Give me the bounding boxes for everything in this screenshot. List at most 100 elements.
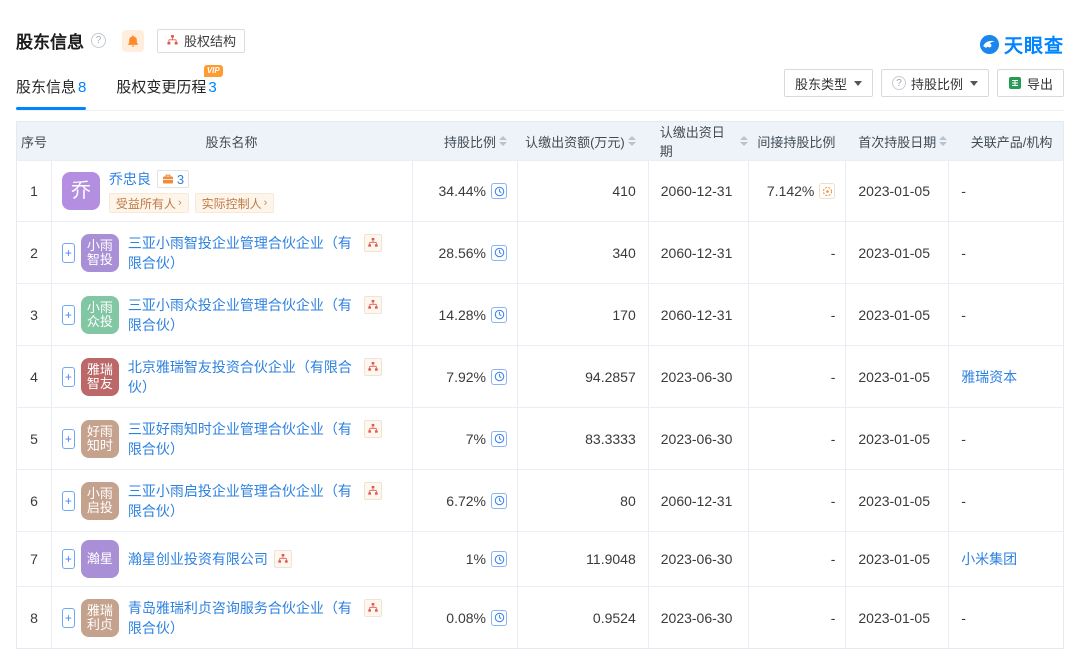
sort-icon[interactable] [628, 136, 636, 146]
help-icon[interactable]: ? [91, 33, 106, 48]
row-index: 6 [17, 470, 51, 531]
export-button[interactable]: 导出 [997, 69, 1064, 97]
holding-ratio-value: 1% [466, 551, 486, 567]
sort-icon[interactable] [499, 136, 507, 146]
equity-structure-button[interactable]: 股权结构 [157, 29, 245, 53]
shareholder-name-link[interactable]: 三亚小雨智投企业管理合伙企业（有限合伙） [128, 233, 358, 273]
avatar[interactable]: 乔 [62, 172, 100, 210]
shareholder-name-link[interactable]: 三亚好雨知时企业管理合伙企业（有限合伙） [128, 419, 358, 459]
column-header[interactable]: 首次持股日期 [845, 132, 948, 151]
clock-glyph [494, 186, 505, 197]
shareholder-name-link[interactable]: 青岛雅瑞利贞咨询服务合伙企业（有限合伙） [128, 598, 358, 638]
shareholder-tag[interactable]: 实际控制人› [195, 193, 275, 213]
tab-shareholder-info[interactable]: 股东信息8 [16, 76, 86, 97]
avatar[interactable]: 瀚星 [81, 540, 119, 578]
ratio-history-icon[interactable] [491, 307, 507, 323]
shareholder-name-link[interactable]: 北京雅瑞智友投资合伙企业（有限合伙） [128, 357, 358, 397]
expand-toggle[interactable]: + [62, 491, 75, 511]
subscribed-amount: 0.9524 [517, 587, 648, 648]
expand-toggle[interactable]: + [62, 305, 75, 325]
related-product: - [948, 587, 1063, 648]
table-row: 7 + 瀚星 瀚星创业投资有限公司 [17, 531, 1063, 586]
tianyancha-logo[interactable]: 天眼查 [979, 31, 1064, 58]
table-row: 2 + 小雨智投 三亚小雨智投企业管理合伙企业（有限合伙） [17, 221, 1063, 283]
org-chart-icon [367, 485, 379, 497]
indirect-ratio-value: - [831, 307, 836, 323]
column-header[interactable]: 间接持股比例 [748, 132, 846, 151]
column-header[interactable]: 持股比例 [412, 132, 517, 151]
avatar[interactable]: 雅瑞利贞 [81, 599, 119, 637]
subscribed-date: 2023-06-30 [648, 346, 748, 407]
shareholder-name-link[interactable]: 瀚星创业投资有限公司 [128, 549, 268, 569]
export-label: 导出 [1027, 74, 1053, 93]
shareholder-name-cell: + 好雨知时 三亚好雨知时企业管理合伙企业（有限合伙） [62, 419, 402, 459]
table-row: 6 + 小雨启投 三亚小雨启投企业管理合伙企业（有限合伙） [17, 469, 1063, 531]
equity-structure-chip[interactable] [364, 482, 382, 500]
sort-icon[interactable] [939, 136, 947, 146]
avatar[interactable]: 好雨知时 [81, 420, 119, 458]
shareholder-tag[interactable]: 受益所有人› [109, 193, 189, 213]
column-header[interactable]: 股东名称 [51, 124, 412, 159]
holding-ratio-filter[interactable]: ? 持股比例 [881, 69, 989, 97]
column-header[interactable]: 序号 [17, 132, 51, 151]
name-wrap: 青岛雅瑞利贞咨询服务合伙企业（有限合伙） [128, 598, 382, 638]
holding-ratio-value: 34.44% [439, 183, 486, 199]
tianyancha-logo-icon [979, 34, 1000, 55]
tab-count: 3 [208, 79, 216, 96]
column-header[interactable]: 认缴出资额(万元) [517, 132, 648, 151]
related-product: 小米集团 [948, 532, 1063, 586]
jobs-badge[interactable]: 3 [157, 170, 189, 188]
shareholder-name-link[interactable]: 三亚小雨众投企业管理合伙企业（有限合伙） [128, 295, 358, 335]
clock-glyph [494, 554, 505, 565]
tab-equity-change-history[interactable]: 股权变更历程3 VIP [116, 76, 216, 97]
indirect-ratio-value: - [831, 493, 836, 509]
expand-toggle[interactable]: + [62, 367, 75, 387]
table-row: 4 + 雅瑞智友 北京雅瑞智友投资合伙企业（有限合伙） [17, 345, 1063, 407]
ratio-history-icon[interactable] [491, 431, 507, 447]
ratio-history-icon[interactable] [491, 245, 507, 261]
clock-glyph [494, 247, 505, 258]
shareholder-name-link[interactable]: 乔忠良 [109, 169, 151, 189]
indirect-ratio-value: - [831, 431, 836, 447]
vip-badge: VIP [204, 65, 223, 77]
equity-structure-chip[interactable] [364, 358, 382, 376]
ratio-history-icon[interactable] [491, 551, 507, 567]
equity-structure-chip[interactable] [364, 420, 382, 438]
column-header[interactable]: 关联产品/机构 [948, 132, 1063, 151]
org-chart-icon [367, 299, 379, 311]
row-index: 2 [17, 222, 51, 283]
expand-toggle[interactable]: + [62, 608, 75, 628]
indirect-target-icon[interactable] [819, 183, 835, 199]
indirect-ratio-value: - [831, 245, 836, 261]
table-body: 1 乔 乔忠良 3 [17, 160, 1063, 648]
shareholder-name-link[interactable]: 三亚小雨启投企业管理合伙企业（有限合伙） [128, 481, 358, 521]
column-header[interactable]: 认缴出资日期 [648, 122, 748, 160]
column-header-label: 首次持股日期 [858, 132, 936, 151]
ratio-history-icon[interactable] [491, 493, 507, 509]
expand-toggle[interactable]: + [62, 549, 75, 569]
holding-ratio-value: 7% [466, 431, 486, 447]
equity-structure-chip[interactable] [274, 550, 292, 568]
related-product: - [948, 222, 1063, 283]
equity-structure-chip[interactable] [364, 599, 382, 617]
avatar[interactable]: 小雨众投 [81, 296, 119, 334]
equity-structure-chip[interactable] [364, 296, 382, 314]
shareholder-name-cell: 乔 乔忠良 3 受益所有人 [62, 169, 402, 213]
ratio-history-icon[interactable] [491, 183, 507, 199]
avatar[interactable]: 小雨启投 [81, 482, 119, 520]
avatar[interactable]: 雅瑞智友 [81, 358, 119, 396]
expand-toggle[interactable]: + [62, 429, 75, 449]
shareholder-type-filter[interactable]: 股东类型 [784, 69, 873, 97]
avatar[interactable]: 小雨智投 [81, 234, 119, 272]
expand-toggle[interactable]: + [62, 243, 75, 263]
ratio-history-icon[interactable] [491, 610, 507, 626]
bell-icon[interactable] [122, 30, 144, 52]
shareholder-name-cell: + 小雨众投 三亚小雨众投企业管理合伙企业（有限合伙） [62, 295, 402, 335]
clock-glyph [494, 309, 505, 320]
tabs: 股东信息8 股权变更历程3 VIP [16, 76, 217, 97]
shareholder-tags: 受益所有人› 实际控制人› [109, 193, 274, 213]
ratio-history-icon[interactable] [491, 369, 507, 385]
equity-structure-chip[interactable] [364, 234, 382, 252]
sort-icon[interactable] [740, 136, 748, 146]
excel-icon [1008, 76, 1022, 90]
